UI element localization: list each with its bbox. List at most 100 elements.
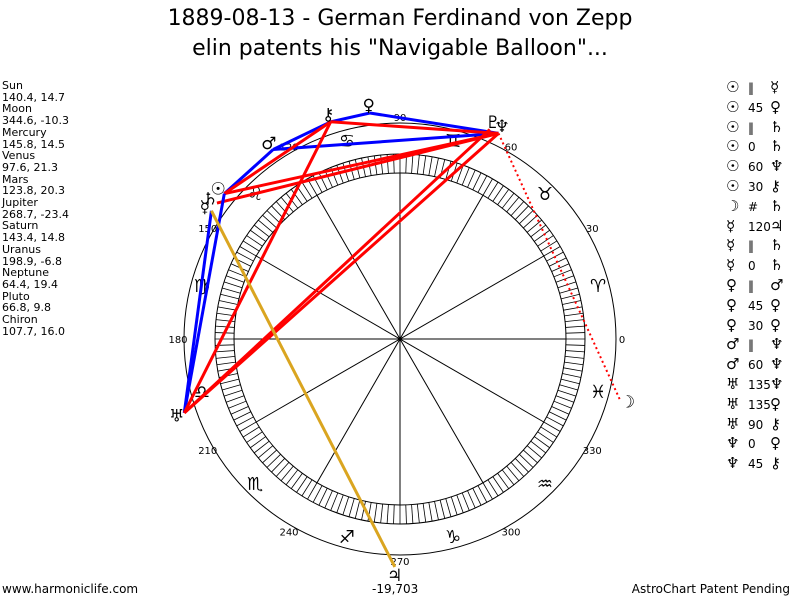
degree-tick	[280, 465, 294, 481]
degree-tick	[222, 384, 241, 391]
zodiac-sign-glyph: ♒	[537, 474, 553, 495]
degree-tick	[456, 165, 464, 184]
degree-tick	[253, 224, 270, 238]
aspect-row: ♆ 45 ⚷	[726, 454, 788, 474]
aspect-target-glyph: ♆	[770, 335, 784, 354]
degree-tick	[220, 293, 240, 300]
degree-tick	[246, 235, 263, 247]
degree-tick	[236, 416, 254, 427]
planet-glyph-neptune: ♆	[494, 117, 509, 137]
zodiac-sign-glyph: ♓	[590, 382, 606, 403]
degree-tick	[223, 389, 243, 397]
degree-tick	[428, 502, 433, 522]
degree-tick	[553, 269, 572, 278]
aspect-target-glyph: ♄	[770, 196, 784, 215]
aspect-row: ☉ ‖ ☿	[726, 78, 788, 98]
degree-tick	[492, 185, 504, 202]
zodiac-sign-glyph: ♑	[445, 527, 461, 548]
aspect-target-glyph: ☿	[770, 78, 780, 96]
degree-tick	[242, 240, 260, 252]
degree-tick	[434, 501, 439, 521]
degree-tick	[405, 504, 407, 524]
aspect-planet-glyph: ☉	[726, 176, 740, 195]
aspect-type: 0	[748, 437, 756, 452]
planet-values-jupiter: 268.7, -23.4	[2, 207, 69, 221]
aspect-planet-glyph: ♀	[726, 295, 737, 314]
degree-tick	[330, 492, 339, 511]
planet-name-uranus: Uranus	[2, 242, 41, 256]
degree-label: 0	[619, 335, 625, 346]
degree-tick	[551, 263, 570, 272]
degree-tick	[461, 167, 470, 186]
degree-label: 180	[168, 335, 187, 346]
degree-tick	[266, 210, 281, 224]
degree-label: 60	[505, 143, 518, 154]
aspect-row: ☉ 45 ♀	[726, 98, 788, 118]
degree-tick	[434, 157, 439, 177]
degree-tick	[565, 350, 585, 353]
aspect-type: #	[748, 199, 759, 214]
zodiac-sign-glyph: ♋	[339, 131, 355, 152]
degree-tick	[564, 361, 584, 366]
planet-values-moon: 344.6, -10.3	[2, 114, 69, 128]
aspect-planet-glyph: ♀	[726, 315, 737, 334]
aspect-planet-glyph: ♂	[726, 355, 740, 374]
aspect-row: ☿ 120♃	[726, 217, 788, 237]
aspect-row: ♀ ‖ ♂	[726, 276, 788, 296]
degree-tick	[262, 214, 277, 229]
degree-tick	[510, 462, 525, 477]
aspect-row: ☿ 0 ♄	[726, 256, 788, 276]
degree-tick	[537, 431, 554, 443]
degree-tick	[450, 496, 458, 516]
degree-tick	[534, 229, 550, 242]
degree-tick	[239, 421, 257, 432]
planet-glyph-sun: ☉	[211, 180, 226, 200]
aspect-target-glyph: ♆	[770, 157, 784, 176]
aspect-type: 45	[748, 298, 764, 313]
aspect-line	[182, 193, 226, 414]
aspect-planet-glyph: ☉	[726, 157, 740, 176]
planet-values-mars: 123.8, 20.3	[2, 184, 65, 198]
degree-tick	[559, 384, 578, 391]
degree-tick	[562, 300, 582, 305]
aspect-planet-glyph: ☉	[726, 78, 740, 96]
aspect-line	[210, 210, 397, 568]
degree-tick	[386, 504, 389, 524]
degree-tick	[301, 181, 313, 199]
aspect-target-glyph: ♂	[770, 275, 784, 294]
aspect-planet-glyph: ♅	[726, 414, 740, 433]
aspect-type: 60	[748, 160, 764, 175]
degree-tick	[411, 154, 414, 174]
chart-title-line-2: elin patents his "Navigable Balloon"...	[192, 36, 608, 61]
degree-tick	[416, 504, 420, 524]
degree-tick	[557, 389, 577, 397]
aspect-target-glyph: ♄	[770, 137, 784, 156]
planet-name-jupiter: Jupiter	[2, 196, 38, 210]
degree-tick	[354, 499, 361, 519]
degree-tick	[501, 469, 515, 486]
aspect-target-glyph: ♀	[770, 315, 781, 334]
degree-tick	[497, 473, 510, 489]
aspect-target-glyph: ♀	[770, 295, 781, 314]
degree-tick	[515, 458, 529, 473]
aspect-planet-glyph: ☿	[726, 256, 736, 275]
degree-tick	[540, 426, 558, 438]
degree-tick	[250, 229, 266, 242]
aspect-type: 0	[748, 140, 756, 155]
aspect-row: ♆ 0 ♀	[726, 434, 788, 454]
aspect-line	[330, 120, 499, 135]
aspect-planet-glyph: ♅	[726, 374, 740, 393]
degree-tick	[324, 490, 333, 509]
degree-tick	[296, 476, 308, 493]
aspect-row: ♅ 90 ⚷	[726, 415, 788, 435]
aspect-line	[223, 120, 332, 195]
degree-tick	[526, 445, 542, 459]
aspect-target-glyph: ⚷	[770, 176, 781, 195]
degree-tick	[336, 494, 344, 513]
degree-tick	[519, 210, 534, 224]
degree-tick	[515, 205, 529, 220]
degree-tick	[565, 344, 585, 346]
zodiac-sign-glyph: ♏	[247, 474, 263, 495]
degree-tick	[559, 287, 578, 294]
